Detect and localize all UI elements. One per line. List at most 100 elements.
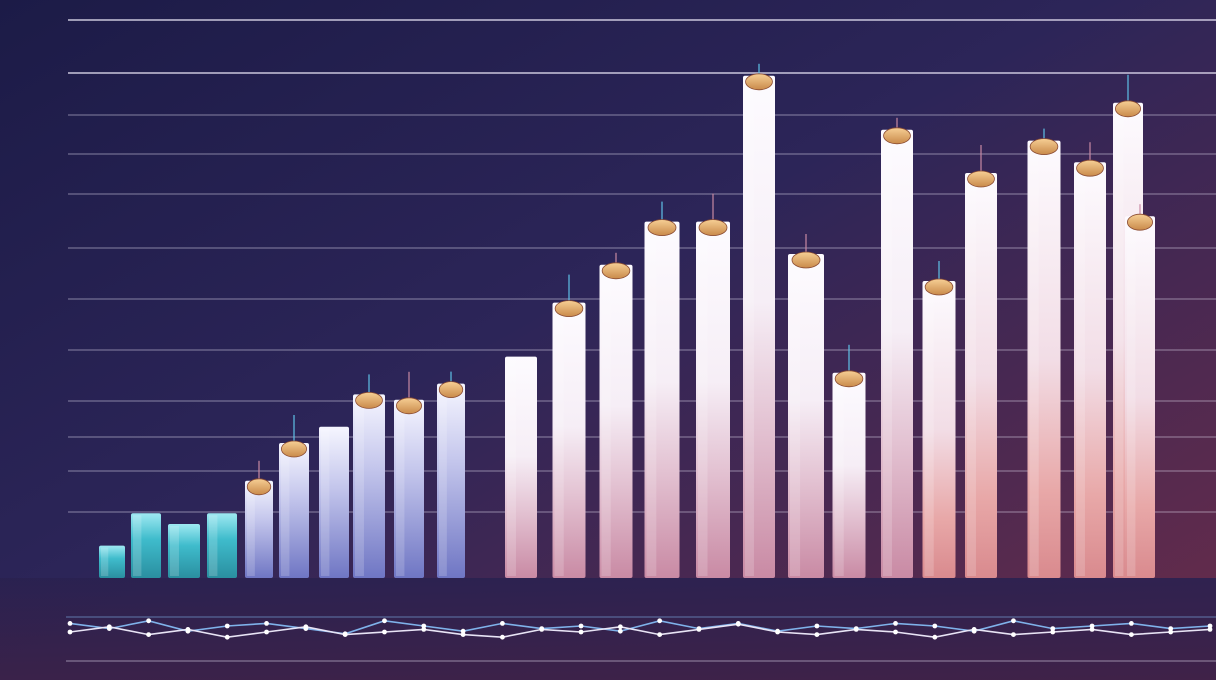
timeline-series-b-point — [67, 629, 73, 635]
timeline-series-a-point — [1128, 621, 1134, 626]
timeline-series-a-point — [1207, 623, 1213, 629]
timeline-series-b-point — [657, 632, 663, 637]
bar-group — [881, 117, 913, 579]
timeline-series-a-point — [657, 618, 663, 624]
timeline-series-b-point — [539, 627, 545, 632]
timeline-series-b-point — [893, 629, 898, 635]
bar — [207, 513, 237, 578]
bar-cap — [1076, 159, 1104, 177]
bar-group — [552, 274, 586, 578]
bar-group — [965, 145, 997, 578]
timeline-series-b-point — [853, 627, 859, 632]
bar-cap — [395, 397, 422, 415]
bar-highlight — [698, 223, 708, 576]
bar — [832, 372, 866, 578]
timeline-series-b-point — [224, 634, 230, 640]
timeline-series-b-point — [106, 624, 112, 630]
bar-highlight — [601, 266, 611, 576]
timeline-series-b-point — [146, 632, 152, 637]
bar — [245, 480, 273, 578]
bar-highlight — [321, 428, 330, 576]
bar-group — [1027, 128, 1061, 578]
bar-highlight — [507, 358, 516, 576]
timeline-series-a-point — [814, 623, 820, 629]
bar — [99, 545, 125, 578]
bar-cap — [745, 73, 773, 91]
timeline-series-a-point — [893, 621, 898, 626]
timeline-series-b-line — [69, 623, 1211, 639]
timeline-series-a-point — [500, 621, 505, 626]
bar — [505, 356, 537, 578]
bar-cap — [924, 278, 954, 296]
bar-group — [99, 545, 125, 578]
bar — [279, 443, 309, 578]
bar — [881, 129, 913, 579]
timeline-series-a-point — [578, 623, 584, 629]
bar-highlight — [1029, 142, 1039, 576]
bar-highlight — [1115, 104, 1124, 577]
timeline-series-b-point — [382, 629, 387, 635]
bar — [1027, 140, 1061, 578]
bar-cap — [246, 478, 272, 496]
bar-group — [1125, 204, 1155, 578]
bar-cap — [280, 440, 307, 458]
timeline-series-b-point — [460, 632, 466, 637]
bar — [353, 394, 385, 578]
bar-cap — [1029, 138, 1059, 156]
bar — [922, 281, 956, 578]
bar-group — [1074, 142, 1106, 578]
bar-highlight — [1127, 218, 1136, 576]
timeline-series-a-point — [932, 623, 938, 629]
timeline-series-b-point — [342, 632, 348, 637]
bar-highlight — [439, 385, 447, 576]
timeline-series-b-point — [814, 632, 820, 637]
timeline-series-b-point — [617, 624, 623, 630]
timeline-series-b-point — [971, 627, 977, 632]
timeline-series-b-point — [1128, 632, 1134, 637]
timeline-series-b-point — [1207, 627, 1213, 632]
timeline-series-b-point — [500, 634, 505, 640]
bar — [696, 221, 730, 578]
bar — [1074, 162, 1106, 578]
bar — [131, 513, 161, 578]
bar — [965, 173, 997, 578]
timeline-series-a-point — [1011, 618, 1016, 624]
timeline-series-a-point — [146, 618, 152, 624]
timeline-series-b-point — [1168, 629, 1174, 635]
bar — [1125, 216, 1155, 578]
bar-group — [832, 344, 866, 578]
timeline-series-a-point — [224, 623, 230, 629]
bar-highlight — [133, 515, 142, 576]
bar-group — [505, 356, 537, 578]
bar-group — [319, 426, 349, 578]
bar-cap — [601, 262, 631, 280]
timeline-series-b-point — [264, 629, 269, 635]
bar-group — [245, 460, 273, 578]
bar-group — [437, 371, 465, 578]
timeline-series-b-point — [185, 627, 191, 632]
bar-cap — [967, 170, 995, 188]
timeline-series-b-point — [303, 624, 309, 630]
timeline-series-a-line — [69, 619, 1211, 635]
bar — [394, 399, 424, 578]
timeline-series-b-point — [421, 627, 427, 632]
timeline-series-a-point — [1168, 626, 1174, 631]
bar-cap — [1115, 100, 1142, 118]
bar-highlight — [101, 547, 109, 576]
bar-group — [168, 524, 200, 578]
bar-cap — [554, 300, 584, 318]
bar-highlight — [554, 304, 564, 576]
timeline-series-b-point — [696, 627, 702, 632]
bar-highlight — [646, 223, 657, 576]
timeline-series-a-point — [421, 623, 427, 629]
timeline-series-a-point — [264, 621, 269, 626]
bar-highlight — [745, 77, 754, 577]
gridlines — [68, 19, 1216, 513]
bar-cap — [834, 370, 864, 388]
bar-group — [279, 415, 309, 578]
timeline-series-a-point — [1050, 626, 1056, 631]
bar-group — [922, 261, 956, 578]
bar-cap — [791, 251, 821, 269]
bar — [644, 221, 680, 578]
timeline-series-b-point — [1050, 629, 1056, 635]
